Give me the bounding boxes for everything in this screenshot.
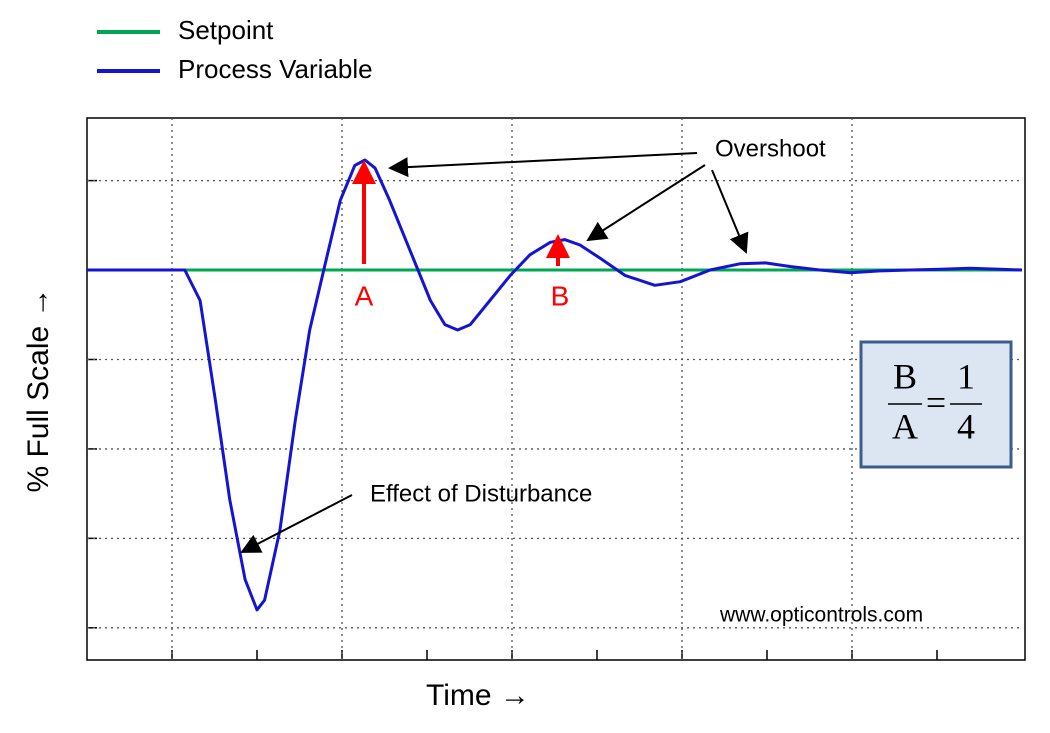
grid (87, 118, 1022, 660)
formula: 4 (957, 406, 975, 446)
annotation: Overshoot (715, 135, 826, 162)
formula: = (926, 382, 946, 422)
x-axis-label: Time → (426, 679, 530, 712)
lines (87, 158, 1023, 612)
arrow (388, 152, 698, 178)
annotation: B (551, 280, 570, 311)
legend-label: Setpoint (178, 15, 274, 45)
arrow (586, 164, 706, 242)
formula: 1 (957, 356, 975, 396)
annotation: A (355, 280, 374, 311)
y-axis-label: % Full Scale → (22, 287, 55, 492)
arrow (711, 169, 749, 254)
formula-box (859, 340, 1013, 469)
arrow (240, 494, 353, 553)
annotation: Effect of Disturbance (370, 480, 592, 507)
legend: Setpoint Process Variable (97, 15, 373, 84)
formula: A (892, 406, 918, 446)
plot-frame (86, 117, 1026, 661)
formula: B (893, 356, 917, 396)
source: www.opticontrols.com (719, 604, 923, 627)
legend-label: Process Variable (178, 54, 373, 84)
series-line (87, 158, 1023, 612)
